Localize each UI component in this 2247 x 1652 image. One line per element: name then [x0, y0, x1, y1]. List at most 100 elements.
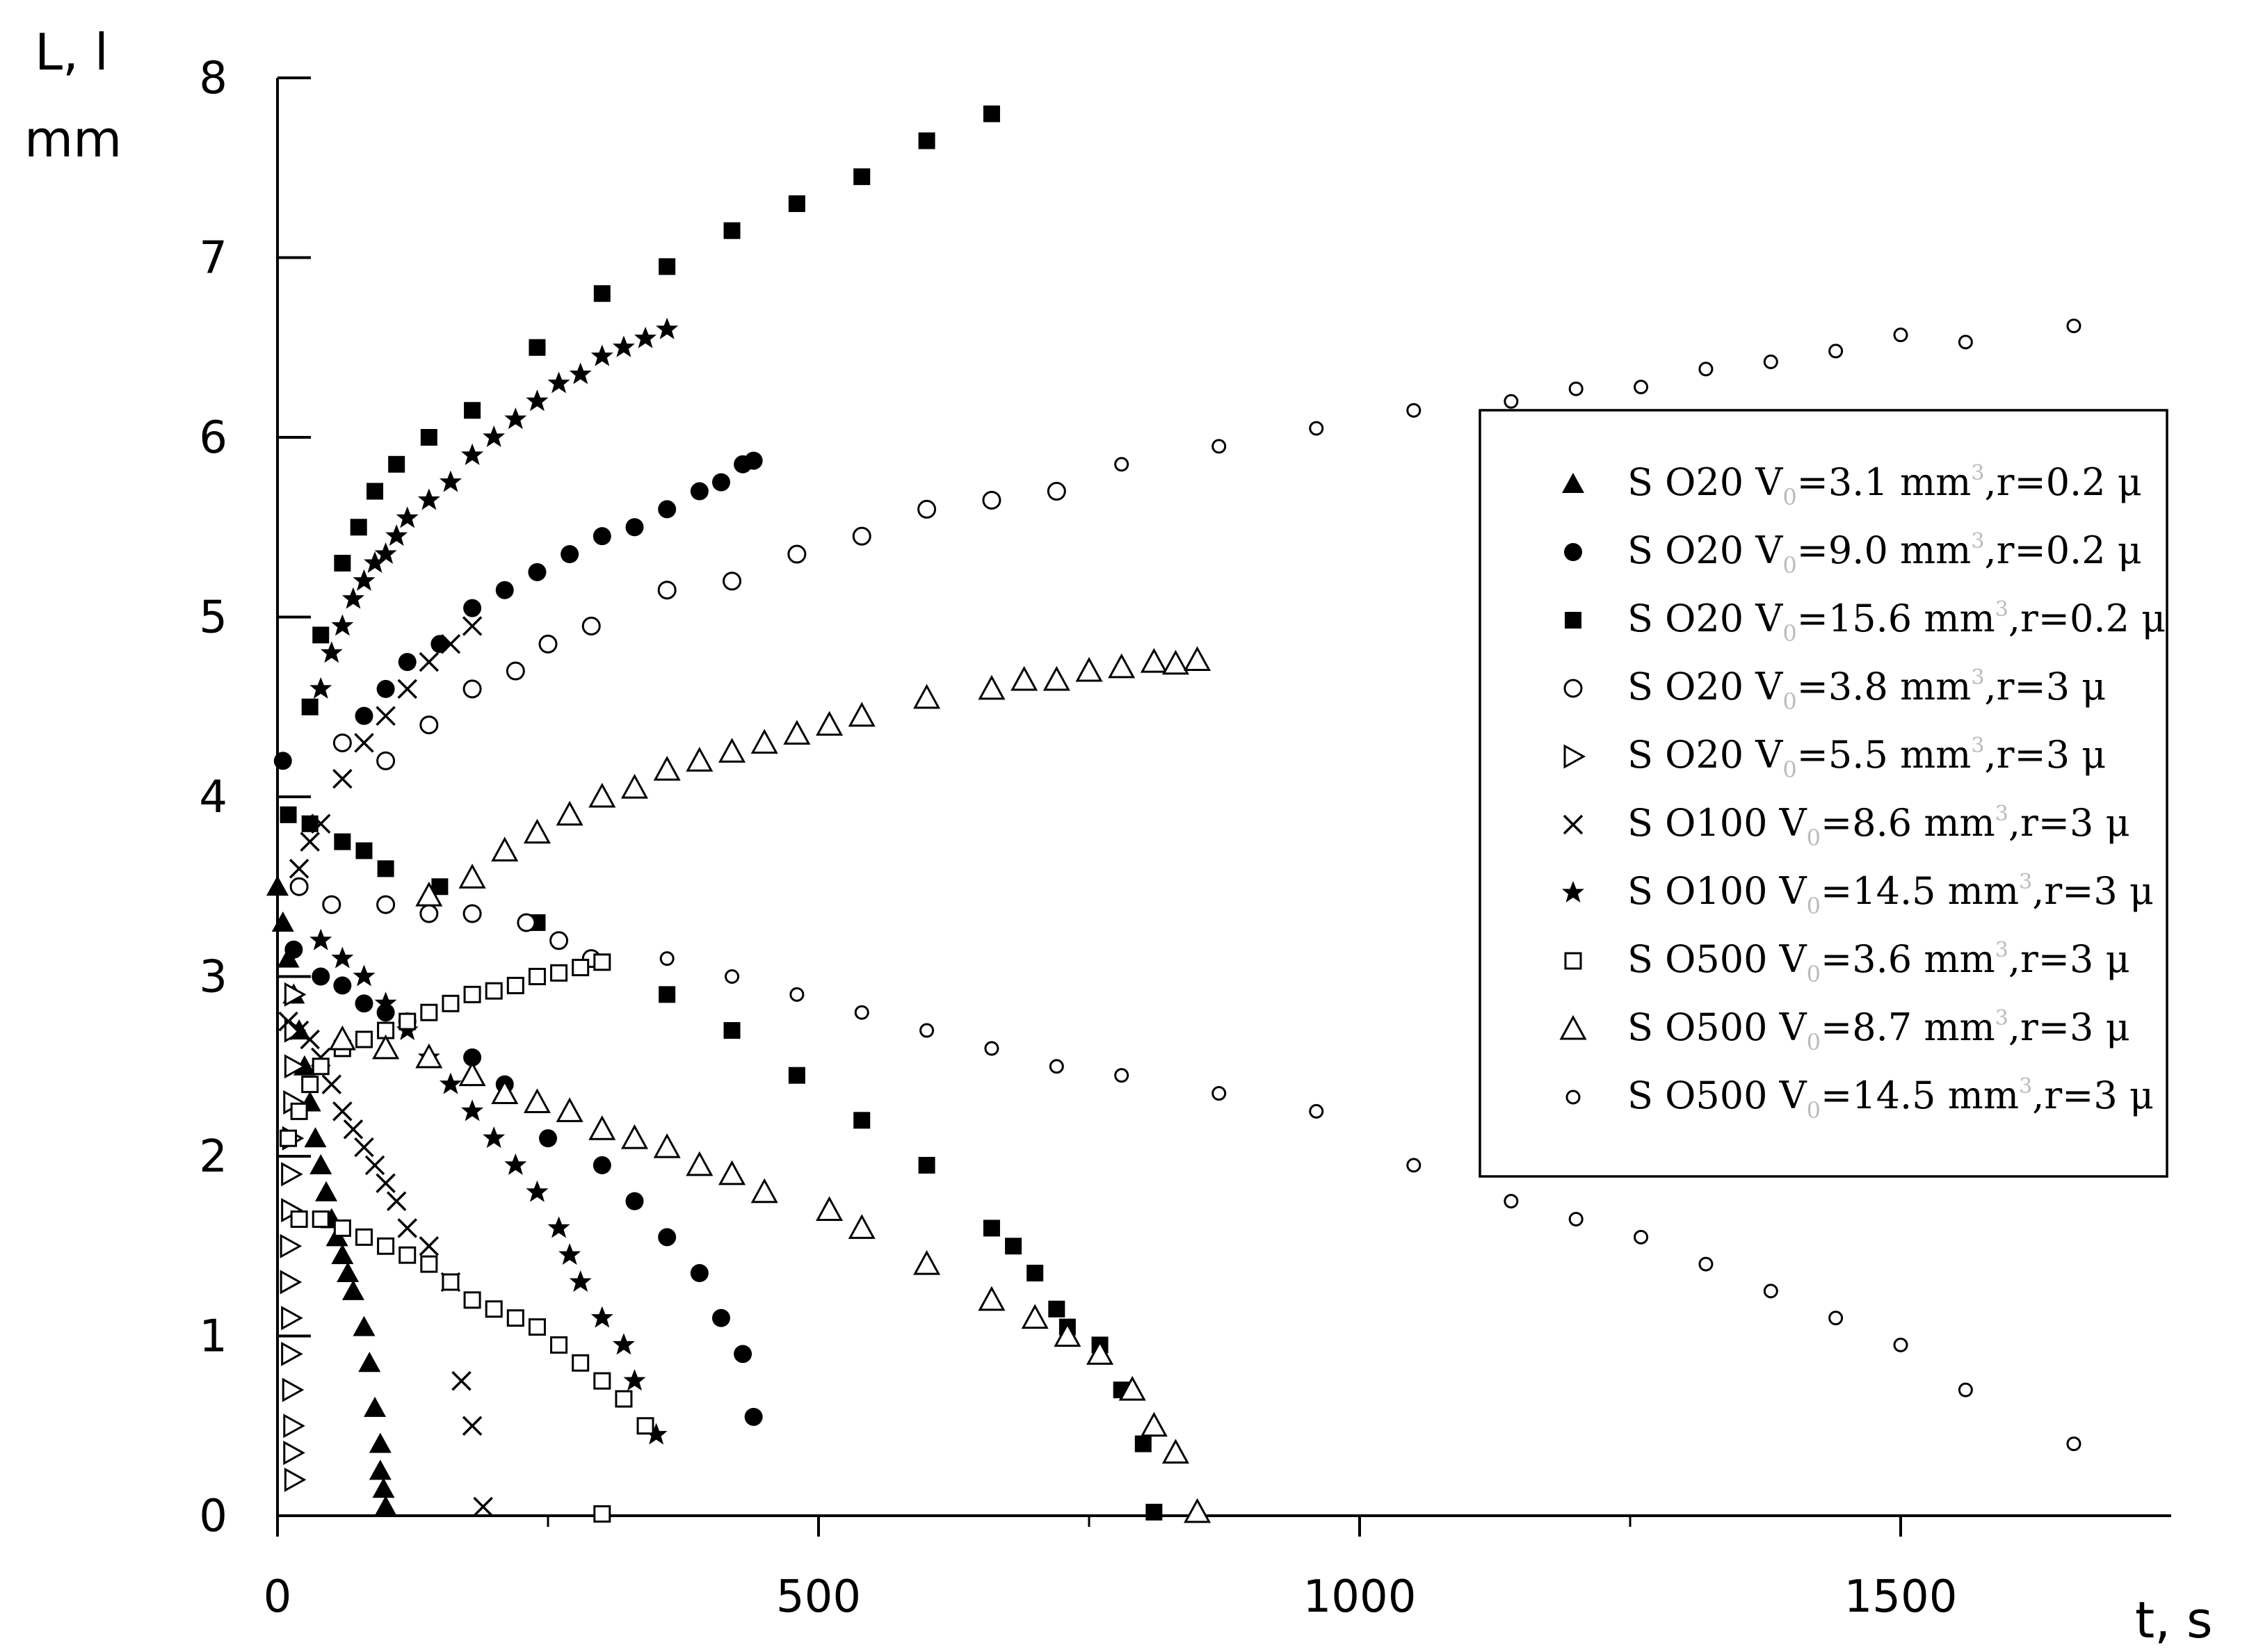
data-point	[341, 587, 364, 609]
data-point	[569, 1270, 592, 1292]
data-point	[723, 572, 742, 591]
data-point	[461, 443, 484, 465]
data-point	[787, 544, 807, 564]
data-point	[495, 581, 514, 599]
data-point	[1763, 1283, 1778, 1299]
data-point	[337, 1262, 360, 1283]
data-point	[751, 729, 778, 754]
data-point	[657, 581, 677, 600]
series-4	[280, 982, 305, 1491]
data-point	[636, 1417, 654, 1435]
data-point	[504, 407, 527, 430]
data-point	[982, 490, 1001, 510]
y-tick-label: 1	[199, 1311, 227, 1363]
data-point	[506, 661, 525, 681]
data-point	[549, 931, 569, 950]
data-point	[290, 1102, 308, 1120]
data-point	[353, 1315, 376, 1336]
legend-label: S O500 V0=3.6 mm3,r=3 μ	[1627, 937, 2130, 987]
data-point	[984, 1041, 999, 1056]
data-point	[358, 1352, 381, 1372]
data-point	[1828, 343, 1844, 359]
data-point	[334, 833, 351, 850]
data-point	[290, 1210, 308, 1228]
data-point	[1076, 658, 1102, 682]
data-point	[472, 1496, 494, 1517]
data-point	[723, 222, 741, 239]
data-point	[524, 820, 550, 844]
data-point	[329, 1026, 355, 1051]
legend-item: S O100 V0=8.6 mm3,r=3 μ	[1563, 801, 2130, 851]
data-point	[463, 1291, 481, 1309]
x-axis-title: t, s	[2135, 1591, 2213, 1649]
data-point	[419, 715, 439, 735]
data-point	[439, 1072, 462, 1094]
data-point	[550, 964, 568, 982]
data-point	[658, 500, 677, 519]
data-point	[353, 964, 376, 987]
data-point	[723, 1022, 741, 1039]
data-point	[289, 858, 309, 880]
legend-items: S O20 V0=3.1 mm3,r=0.2 μ S O20 V0=9.0 mm3…	[1560, 460, 2166, 1124]
data-point	[462, 904, 482, 923]
data-point	[355, 842, 373, 859]
data-point	[396, 679, 418, 699]
data-point	[1309, 1103, 1324, 1119]
data-point	[1145, 1503, 1163, 1521]
data-point	[1893, 327, 1908, 343]
data-point	[528, 562, 547, 581]
data-point	[593, 1372, 611, 1390]
y-tick-label: 3	[199, 952, 227, 1003]
y-axis-title-line1: L, l	[35, 23, 108, 81]
data-point	[355, 1030, 373, 1048]
data-point	[816, 1197, 843, 1222]
y-tick-label: 4	[199, 772, 227, 823]
data-point	[280, 1234, 301, 1258]
data-point	[744, 451, 763, 470]
legend-label: S O20 V0=15.6 mm3,r=0.2 μ	[1627, 597, 2166, 647]
data-point	[593, 1505, 611, 1523]
data-point	[312, 1058, 330, 1076]
data-point	[332, 733, 352, 752]
data-point	[1763, 354, 1778, 369]
data-point	[556, 1098, 583, 1122]
data-point	[283, 1441, 305, 1465]
data-point	[333, 976, 352, 995]
data-point	[853, 1112, 871, 1129]
data-point	[301, 698, 319, 715]
data-point	[625, 518, 644, 537]
data-point	[658, 1228, 677, 1247]
x-tick-label: 500	[776, 1571, 861, 1623]
data-point	[788, 1067, 805, 1084]
x-tick-label: 0	[264, 1571, 292, 1623]
data-point	[526, 389, 549, 412]
data-point	[375, 705, 396, 727]
data-point	[504, 1153, 527, 1175]
data-point	[1109, 654, 1135, 679]
data-point	[569, 362, 592, 384]
data-point	[462, 615, 483, 637]
data-point	[485, 982, 503, 1000]
data-point	[1184, 647, 1211, 672]
data-point	[686, 1152, 713, 1176]
data-point	[556, 802, 583, 826]
data-point	[621, 1125, 647, 1149]
data-point	[914, 685, 940, 709]
data-point	[853, 168, 871, 186]
series-3	[289, 482, 1066, 969]
data-point	[355, 706, 373, 725]
data-point	[1634, 380, 1649, 395]
data-point	[374, 1496, 397, 1516]
legend-item: S O20 V0=5.5 mm3,r=3 μ	[1563, 733, 2106, 783]
data-point	[1005, 1238, 1022, 1255]
data-point	[854, 1005, 869, 1020]
data-point	[1504, 1194, 1519, 1209]
data-point	[978, 1287, 1005, 1311]
x-tick-label: 1500	[1844, 1571, 1958, 1623]
data-point	[789, 987, 805, 1002]
data-point	[558, 1243, 581, 1265]
data-point	[309, 928, 332, 950]
data-point	[528, 968, 546, 985]
data-point	[1134, 1435, 1152, 1452]
